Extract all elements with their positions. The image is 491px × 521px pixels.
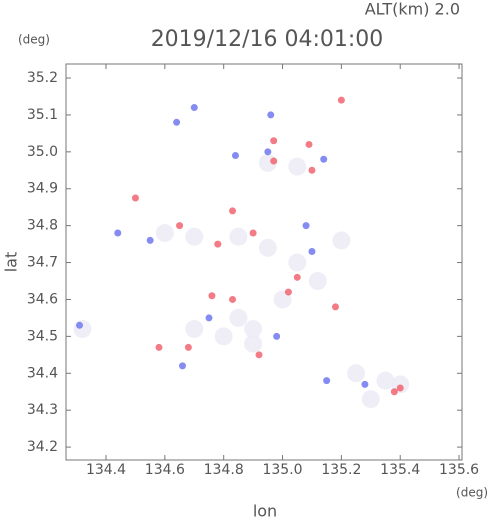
data-point [258, 238, 277, 257]
data-point [390, 388, 398, 396]
x-tick-label: 135.2 [321, 462, 361, 478]
data-point [288, 157, 307, 176]
data-point [185, 319, 204, 338]
data-point [270, 157, 278, 165]
data-point [190, 104, 198, 112]
plot-marks [73, 96, 410, 409]
data-point [229, 207, 237, 215]
data-point [396, 384, 404, 392]
y-tick-label: 35.2 [27, 70, 58, 86]
data-point [302, 222, 310, 230]
y-tick-label: 34.9 [27, 181, 58, 197]
y-axis-unit: (deg) [18, 33, 50, 47]
data-point [376, 371, 395, 390]
data-point [264, 148, 272, 156]
data-point [244, 319, 263, 338]
data-point [293, 273, 301, 281]
data-point [331, 303, 339, 311]
data-point [337, 96, 345, 104]
data-point [320, 155, 328, 163]
data-point [131, 194, 139, 202]
data-point [244, 334, 263, 353]
data-point [361, 380, 369, 388]
y-tick-label: 34.4 [27, 365, 58, 381]
data-point [173, 118, 181, 126]
y-axis-label: lat [2, 252, 21, 273]
data-point [229, 295, 237, 303]
y-tick-label: 35.1 [27, 107, 58, 123]
data-point [270, 137, 278, 145]
y-tick-label: 34.6 [27, 291, 58, 307]
y-tick-label: 35.0 [27, 144, 58, 160]
data-point [229, 227, 248, 246]
data-point [155, 224, 174, 243]
data-point [114, 229, 122, 237]
data-point [308, 272, 327, 291]
data-point [73, 319, 92, 338]
x-axis-unit: (deg) [456, 486, 488, 500]
data-point [231, 152, 239, 160]
data-point [255, 351, 263, 359]
y-tick-label: 34.5 [27, 328, 58, 344]
data-point [332, 231, 351, 250]
data-point [308, 166, 316, 174]
x-tick-label: 135.0 [262, 462, 302, 478]
data-point [176, 222, 184, 230]
y-tick-label: 34.7 [27, 255, 58, 271]
data-point [76, 321, 84, 329]
data-point [155, 343, 163, 351]
plot-frame [65, 63, 463, 461]
y-tick-label: 34.3 [27, 402, 58, 418]
x-tick-label: 134.6 [145, 462, 185, 478]
data-point [185, 227, 204, 246]
data-point [184, 343, 192, 351]
y-tick-label: 34.2 [27, 439, 58, 455]
chart-title: 2019/12/16 04:01:00 [151, 27, 384, 52]
data-point [273, 332, 281, 340]
x-tick-label: 134.4 [86, 462, 126, 478]
y-tick-label: 34.8 [27, 218, 58, 234]
data-point [229, 308, 248, 327]
data-point [347, 364, 366, 383]
x-tick-label: 135.4 [380, 462, 420, 478]
data-point [208, 292, 216, 300]
data-point [267, 111, 275, 119]
data-point [205, 314, 213, 322]
x-tick-label: 134.8 [204, 462, 244, 478]
x-axis-label: lon [253, 502, 277, 521]
x-tick-label: 135.6 [439, 462, 479, 478]
data-point [305, 140, 313, 148]
data-point [323, 377, 331, 385]
data-point [288, 253, 307, 272]
data-point [361, 390, 380, 409]
data-point [249, 229, 257, 237]
data-point [146, 236, 154, 244]
data-point [214, 240, 222, 248]
data-point [284, 288, 292, 296]
data-point [214, 327, 233, 346]
chart-subtitle: ALT(km) 2.0 [365, 0, 460, 19]
data-point [308, 247, 316, 255]
data-point [179, 362, 187, 370]
